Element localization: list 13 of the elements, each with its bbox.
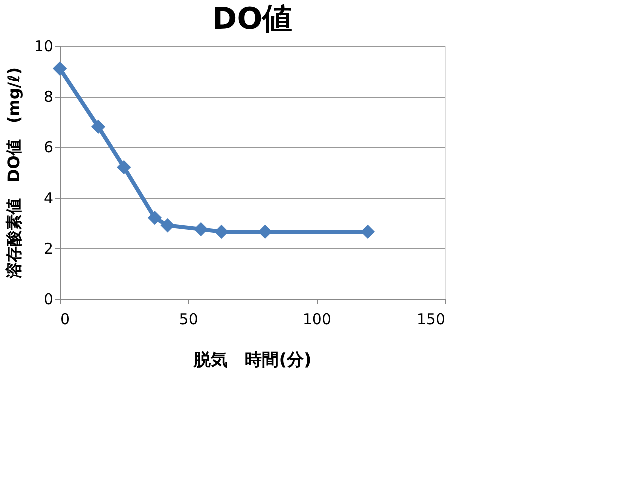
y-tick-label: 2 [44,240,54,258]
y-axis-title: 溶存酸素値 DO値 (mg/ℓ) [4,67,24,280]
x-tick-label: 0 [60,310,70,328]
y-tick-label: 6 [44,138,54,157]
x-tick-label: 100 [302,310,332,328]
y-tick-label: 4 [44,189,54,208]
x-axis-title: 脱気 時間(分) [193,350,312,370]
y-tick-label: 10 [34,38,54,56]
x-tick-label: 150 [416,310,446,328]
x-tick-label: 50 [179,310,198,328]
y-tick-label: 8 [44,88,54,106]
y-tick-label: 0 [44,290,54,308]
chart-title: DO値 [212,2,293,37]
